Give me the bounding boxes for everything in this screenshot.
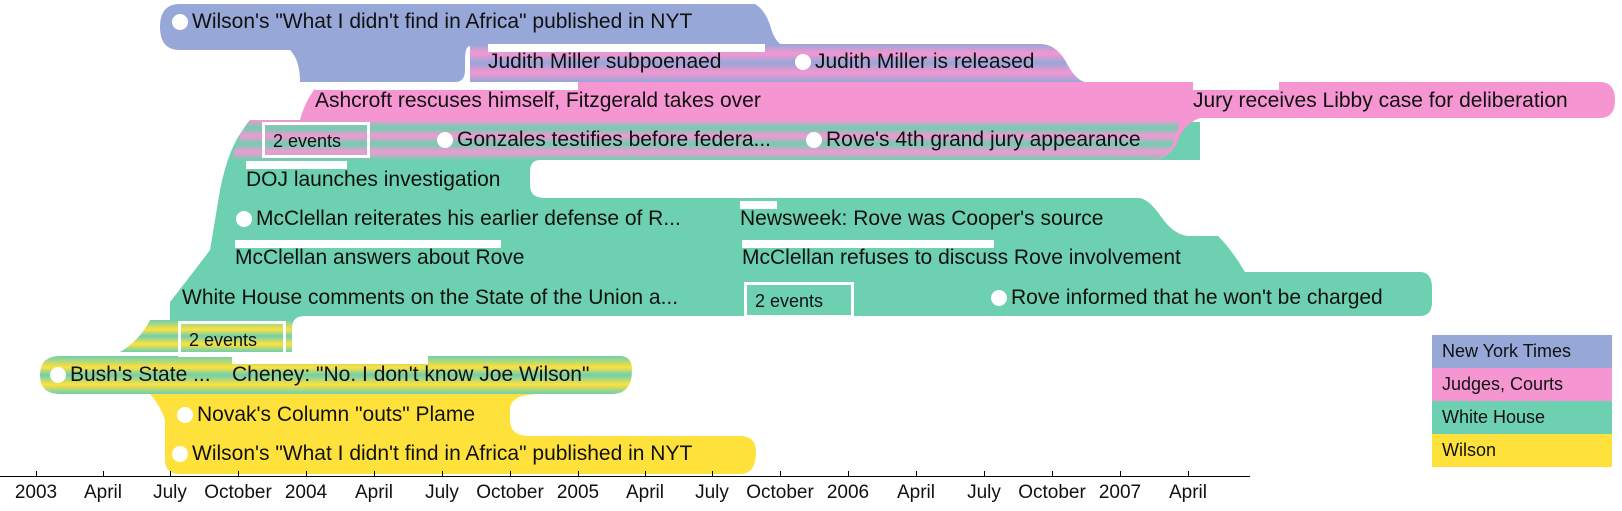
event-bubble[interactable] (795, 54, 811, 70)
legend-item-white-house[interactable]: White House (1432, 401, 1612, 434)
axis-tick-label: October (1018, 482, 1086, 503)
event-label[interactable]: White House comments on the State of the… (182, 286, 679, 309)
event-label[interactable]: Ashcroft rescuses himself, Fitzgerald ta… (315, 89, 761, 112)
axis-tick-label: 2005 (556, 482, 600, 503)
event-label[interactable]: Rove's 4th grand jury appearance (826, 128, 1141, 151)
axis-tick-mark (1052, 471, 1053, 477)
label-underline (740, 201, 777, 209)
event-group-box[interactable]: 2 events (744, 282, 854, 318)
axis-tick-label: October (476, 482, 544, 503)
axis-tick-label: July (695, 482, 729, 503)
axis-tick-mark (848, 471, 849, 477)
time-axis-line (0, 476, 1250, 477)
axis-tick-label: April (625, 482, 665, 503)
band-nyt-jc-mix (470, 44, 1085, 82)
legend: New York Times Judges, Courts White Hous… (1432, 335, 1612, 467)
event-label[interactable]: Novak's Column "outs" Plame (197, 403, 476, 426)
axis-tick-mark (374, 471, 375, 477)
axis-tick-mark (238, 471, 239, 477)
axis-tick-label: April (354, 482, 394, 503)
legend-item-new-york-times[interactable]: New York Times (1432, 335, 1612, 368)
event-bubble[interactable] (172, 446, 188, 462)
axis-tick-label: 2007 (1098, 482, 1142, 503)
legend-item-judges-courts[interactable]: Judges, Courts (1432, 368, 1612, 401)
event-label[interactable]: McClellan refuses to discuss Rove involv… (742, 246, 1181, 269)
event-bubble[interactable] (172, 14, 188, 30)
axis-tick-label: July (967, 482, 1001, 503)
axis-tick-mark (306, 471, 307, 477)
axis-tick-mark (916, 471, 917, 477)
band-white-house (170, 122, 1432, 348)
label-underline (742, 240, 994, 248)
axis-tick-label: 2003 (14, 482, 58, 503)
label-underline (232, 356, 428, 364)
event-bubble[interactable] (177, 407, 193, 423)
axis-tick-mark (442, 471, 443, 477)
axis-tick-label: July (153, 482, 187, 503)
axis-tick-mark (170, 471, 171, 477)
event-label[interactable]: Newsweek: Rove was Cooper's source (740, 207, 1104, 230)
event-label[interactable]: Bush's State ... (70, 363, 211, 386)
band-judges-courts (300, 82, 1615, 160)
event-label[interactable]: Rove informed that he won't be charged (1011, 286, 1383, 309)
event-group-box[interactable]: 2 events (262, 122, 370, 158)
event-bubble[interactable] (991, 290, 1007, 306)
event-bubble[interactable] (236, 211, 252, 227)
label-underline (1193, 82, 1279, 90)
axis-tick-mark (578, 471, 579, 477)
label-underline (488, 44, 765, 52)
axis-tick-mark (1120, 471, 1121, 477)
event-label[interactable]: Cheney: "No. I don't know Joe Wilson" (232, 363, 590, 386)
event-bubble[interactable] (50, 367, 66, 383)
axis-tick-mark (103, 471, 104, 477)
axis-tick-mark (36, 471, 37, 477)
band-wh-jc-mix (232, 120, 1180, 160)
axis-tick-label: October (204, 482, 272, 503)
axis-tick-label: April (896, 482, 936, 503)
axis-tick-mark (780, 471, 781, 477)
axis-tick-mark (1188, 471, 1189, 477)
event-label[interactable]: Wilson's "What I didn't find in Africa" … (192, 442, 693, 465)
axis-tick-mark (984, 471, 985, 477)
event-group-box[interactable]: 2 events (178, 321, 286, 357)
event-label[interactable]: DOJ launches investigation (246, 168, 501, 191)
band-nyt (160, 4, 785, 82)
axis-tick-label: 2004 (284, 482, 328, 503)
axis-tick-label: April (83, 482, 123, 503)
event-label[interactable]: McClellan answers about Rove (235, 246, 525, 269)
label-underline (246, 161, 347, 169)
band-wh-wilson-link (120, 320, 292, 352)
axis-tick-label: July (425, 482, 459, 503)
legend-item-wilson[interactable]: Wilson (1432, 434, 1612, 467)
event-label[interactable]: Jury receives Libby case for deliberatio… (1193, 89, 1568, 112)
event-bubble[interactable] (437, 132, 453, 148)
event-label[interactable]: Judith Miller is released (815, 50, 1035, 73)
event-label[interactable]: McClellan reiterates his earlier defense… (256, 207, 681, 230)
axis-tick-label: 2006 (826, 482, 870, 503)
event-label[interactable]: Gonzales testifies before federa... (457, 128, 772, 151)
label-underline (315, 82, 578, 90)
axis-tick-label: April (1168, 482, 1208, 503)
band-wilson (150, 394, 756, 474)
event-label[interactable]: Wilson's "What I didn't find in Africa" … (192, 10, 693, 33)
band-wh-wilson-mix (40, 356, 632, 394)
axis-tick-mark (645, 471, 646, 477)
axis-tick-label: October (746, 482, 814, 503)
axis-tick-mark (712, 471, 713, 477)
event-label[interactable]: Judith Miller subpoenaed (488, 50, 722, 73)
event-bubble[interactable] (806, 132, 822, 148)
label-underline (235, 240, 501, 248)
axis-tick-mark (510, 471, 511, 477)
